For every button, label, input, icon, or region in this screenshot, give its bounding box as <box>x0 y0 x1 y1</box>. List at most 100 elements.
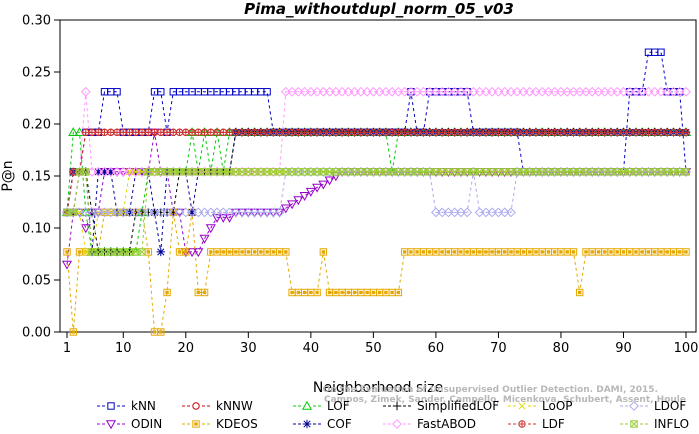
data-point <box>138 248 146 256</box>
data-point-cross <box>75 168 84 176</box>
data-point-fill <box>159 330 163 334</box>
data-point-cross <box>344 168 352 176</box>
data-point-cross <box>88 248 96 256</box>
series-inflo <box>63 168 690 256</box>
data-point-fill <box>246 250 251 254</box>
y-tick-label: 0.10 <box>22 222 51 237</box>
data-point-fill <box>365 290 369 295</box>
data-point-plus <box>632 129 640 136</box>
data-point-plus <box>520 129 527 136</box>
data-point-cross <box>413 168 421 176</box>
data-point-cross <box>357 168 365 176</box>
data-point <box>94 167 103 177</box>
data-point-cross <box>138 248 146 256</box>
data-point-cross <box>382 168 390 176</box>
data-point <box>407 88 415 96</box>
data-point-plus <box>338 129 346 136</box>
data-point-fill <box>377 290 382 295</box>
data-point-fill <box>534 250 538 254</box>
data-point-fill <box>352 290 357 295</box>
data-point-plus <box>113 129 121 136</box>
data-point-fill <box>603 250 607 254</box>
data-point-cross <box>351 168 359 176</box>
data-point-fill <box>240 250 244 254</box>
data-point-cross <box>232 168 240 176</box>
data-point-cross <box>426 168 434 176</box>
data-point <box>630 420 638 428</box>
data-point <box>318 180 329 190</box>
data-point-cross <box>107 248 115 256</box>
data-point <box>113 88 121 96</box>
data-point-plus <box>351 129 358 136</box>
data-point-fill <box>415 250 419 254</box>
data-point-fill <box>527 250 532 254</box>
data-point-plus <box>570 129 577 136</box>
y-tick-label: 0.20 <box>22 118 51 133</box>
data-point-cross <box>194 168 202 176</box>
data-point-cross <box>276 168 284 176</box>
legend-item-lof: LOF <box>293 399 350 413</box>
data-point-plus <box>532 129 540 136</box>
data-point <box>299 192 310 201</box>
data-point <box>263 88 271 96</box>
data-point <box>107 402 115 410</box>
data-point-cross <box>388 168 396 176</box>
data-point-cross <box>569 168 578 176</box>
data-point-plus <box>620 129 627 136</box>
legend: kNN ODIN kNNW KDEOS LOF COF SimplifiedLOF FastA… <box>97 399 689 431</box>
data-point-cross <box>219 168 227 176</box>
legend-label: SimplifiedLOF <box>417 399 499 413</box>
y-tick-label: 0.05 <box>22 274 51 289</box>
data-point-plus <box>470 129 477 136</box>
data-point <box>80 86 91 97</box>
data-point-plus <box>382 129 390 136</box>
data-point <box>302 419 312 429</box>
data-point-fill <box>665 250 669 254</box>
legend-label: KDEOS <box>216 417 258 431</box>
data-point-plus <box>501 129 508 136</box>
data-point-cross <box>657 168 665 176</box>
data-point <box>100 167 109 177</box>
data-point <box>192 402 200 410</box>
data-point-fill <box>194 422 198 426</box>
data-point-plus <box>157 129 164 136</box>
data-point-fill <box>440 250 444 254</box>
data-point-plus <box>538 129 546 136</box>
data-point-fill <box>427 250 432 254</box>
data-point-plus <box>513 129 521 136</box>
data-point-cross <box>251 168 259 176</box>
x-tick-label: 30 <box>240 341 257 356</box>
data-point-fill <box>77 250 82 254</box>
data-point-cross <box>63 208 71 216</box>
data-point <box>282 248 290 256</box>
data-point-plus <box>651 129 658 136</box>
data-point-plus <box>551 129 558 136</box>
legend-label: ODIN <box>131 417 162 431</box>
data-point <box>313 288 321 297</box>
series-line <box>67 171 686 253</box>
data-point <box>330 172 341 182</box>
legend-label: FastABOD <box>417 417 476 431</box>
legend-label: LOF <box>327 399 350 413</box>
data-point-fill <box>359 290 363 295</box>
data-point <box>218 213 229 223</box>
legend-label: LoOP <box>542 399 573 413</box>
data-point-cross <box>432 168 440 176</box>
series-line <box>67 131 686 253</box>
data-point-cross <box>582 168 590 176</box>
data-point <box>163 288 171 297</box>
data-point-fill <box>221 250 226 254</box>
data-point-cross <box>188 168 196 176</box>
data-point-fill <box>646 250 651 254</box>
data-point <box>192 420 200 428</box>
data-point-cross <box>632 168 640 176</box>
data-point-cross <box>401 168 409 176</box>
data-point-cross <box>501 168 509 176</box>
data-point-fill <box>609 250 613 254</box>
data-point-plus <box>195 129 202 136</box>
data-point-fill <box>184 250 188 254</box>
data-point-plus <box>207 129 215 136</box>
data-point-plus <box>451 129 458 136</box>
data-point <box>319 248 328 256</box>
data-point-cross <box>244 168 252 176</box>
